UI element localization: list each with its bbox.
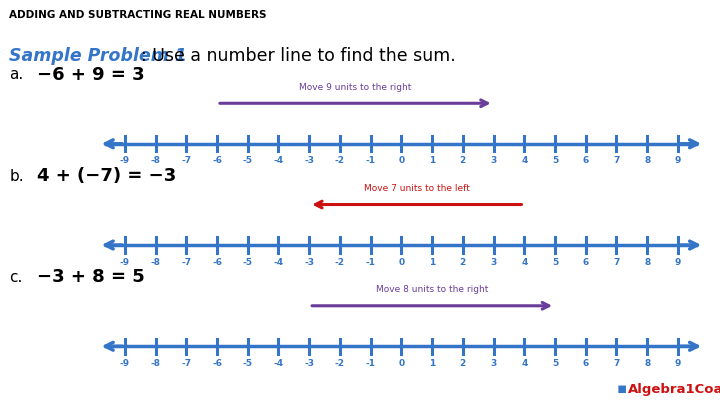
Text: −6 + 9 = 3: −6 + 9 = 3 [37, 66, 145, 84]
Text: Move 9 units to the right: Move 9 units to the right [299, 83, 412, 92]
Text: -2: -2 [335, 258, 345, 266]
Text: 0: 0 [398, 156, 405, 165]
Text: 6: 6 [582, 258, 589, 266]
Text: 1: 1 [429, 258, 436, 266]
Text: 0: 0 [398, 359, 405, 368]
Text: -4: -4 [274, 258, 284, 266]
Text: 8: 8 [644, 156, 650, 165]
Text: −3 + 8 = 5: −3 + 8 = 5 [37, 269, 145, 286]
Text: 7: 7 [613, 359, 620, 368]
Text: Algebra1Coach.com: Algebra1Coach.com [628, 383, 720, 396]
Text: 6: 6 [582, 359, 589, 368]
Text: 0: 0 [398, 258, 405, 266]
Text: -1: -1 [366, 156, 376, 165]
Text: 7: 7 [613, 258, 620, 266]
Text: 2: 2 [460, 359, 466, 368]
Text: -8: -8 [150, 156, 161, 165]
Text: b.: b. [9, 168, 24, 184]
Text: -5: -5 [243, 359, 253, 368]
Text: -5: -5 [243, 156, 253, 165]
Text: 5: 5 [552, 258, 558, 266]
Text: -6: -6 [212, 359, 222, 368]
Text: 4: 4 [521, 359, 528, 368]
Text: -8: -8 [150, 258, 161, 266]
Text: -9: -9 [120, 359, 130, 368]
Text: 1: 1 [429, 359, 436, 368]
Text: -4: -4 [274, 359, 284, 368]
Text: : Use a number line to find the sum.: : Use a number line to find the sum. [141, 47, 456, 64]
Text: -6: -6 [212, 258, 222, 266]
Text: 4 + (−7) = −3: 4 + (−7) = −3 [37, 167, 176, 185]
Text: 7: 7 [613, 156, 620, 165]
Text: 3: 3 [490, 359, 497, 368]
Text: 9: 9 [675, 258, 681, 266]
Text: -3: -3 [305, 359, 314, 368]
Text: -9: -9 [120, 258, 130, 266]
Text: Move 8 units to the right: Move 8 units to the right [376, 286, 488, 294]
Text: -3: -3 [305, 156, 314, 165]
Text: -1: -1 [366, 359, 376, 368]
Text: ▪: ▪ [616, 381, 626, 396]
Text: -4: -4 [274, 156, 284, 165]
Text: 9: 9 [675, 359, 681, 368]
Text: c.: c. [9, 270, 23, 285]
Text: -1: -1 [366, 258, 376, 266]
Text: 9: 9 [675, 156, 681, 165]
Text: 8: 8 [644, 359, 650, 368]
Text: -6: -6 [212, 156, 222, 165]
Text: 4: 4 [521, 156, 528, 165]
Text: -8: -8 [150, 359, 161, 368]
Text: -5: -5 [243, 258, 253, 266]
Text: 1: 1 [429, 156, 436, 165]
Text: 4: 4 [521, 258, 528, 266]
Text: 3: 3 [490, 156, 497, 165]
Text: -7: -7 [181, 359, 192, 368]
Text: a.: a. [9, 67, 24, 83]
Text: -2: -2 [335, 359, 345, 368]
Text: Sample Problem 1: Sample Problem 1 [9, 47, 187, 64]
Text: ADDING AND SUBTRACTING REAL NUMBERS: ADDING AND SUBTRACTING REAL NUMBERS [9, 10, 267, 20]
Text: 6: 6 [582, 156, 589, 165]
Text: 8: 8 [644, 258, 650, 266]
Text: -9: -9 [120, 156, 130, 165]
Text: 5: 5 [552, 156, 558, 165]
Text: 5: 5 [552, 359, 558, 368]
Text: -2: -2 [335, 156, 345, 165]
Text: 2: 2 [460, 258, 466, 266]
Text: 2: 2 [460, 156, 466, 165]
Text: -7: -7 [181, 156, 192, 165]
Text: -3: -3 [305, 258, 314, 266]
Text: Move 7 units to the left: Move 7 units to the left [364, 184, 469, 193]
Text: -7: -7 [181, 258, 192, 266]
Text: 3: 3 [490, 258, 497, 266]
